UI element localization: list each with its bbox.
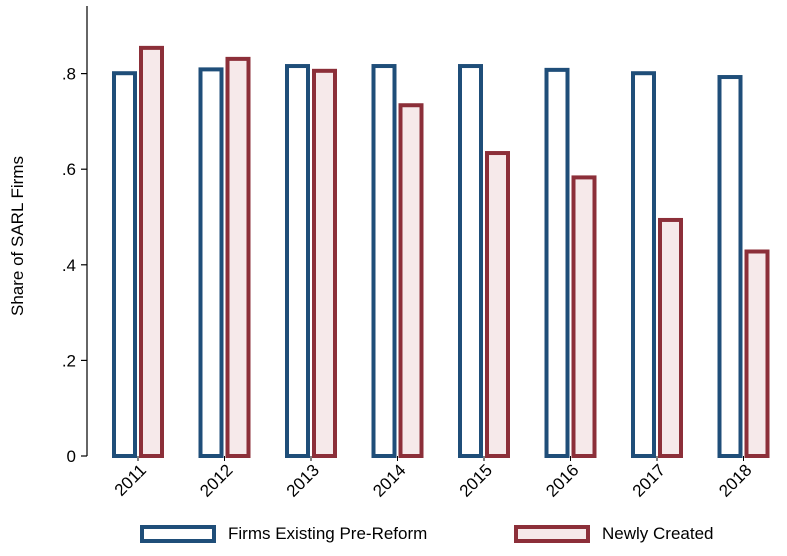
- bar-newly-created-2016: [571, 175, 597, 458]
- y-axis-ticks: 0 .2 .4 .6 .8: [62, 65, 87, 466]
- bar-newly-created-2017: [658, 217, 683, 458]
- y-tick-label: .6: [62, 160, 76, 179]
- bar-pre-reform-2013: [285, 64, 310, 458]
- bar-newly-created-2015: [485, 151, 510, 458]
- x-tick-label-2018: 2018: [715, 461, 755, 501]
- bar-pre-reform-2018: [717, 75, 743, 458]
- bar-pre-reform-2012: [198, 67, 224, 459]
- x-tick-label-2013: 2013: [283, 461, 323, 501]
- bar-pre-reform-2016: [544, 67, 570, 458]
- x-tick-label-2012: 2012: [196, 461, 236, 501]
- bar-newly-created-2011: [139, 45, 164, 458]
- bar-pre-reform-2017: [631, 71, 656, 459]
- bar-newly-created-2012: [225, 56, 251, 459]
- bar-chart: Share of SARL Firms 0.2.4.6.8 2011 2012 20…: [8, 6, 770, 501]
- legend: Firms Existing Pre-Reform Newly Created: [0, 524, 787, 554]
- x-tick-label-2011: 2011: [111, 461, 150, 500]
- x-tick-label-2016: 2016: [542, 461, 582, 501]
- bar-pre-reform-2011: [112, 71, 137, 459]
- bar-pre-reform-2015: [458, 64, 483, 458]
- y-tick-label: .8: [62, 65, 76, 84]
- legend-label-newly-created: Newly Created: [602, 524, 714, 543]
- legend-item-newly-created: Newly Created: [514, 524, 714, 544]
- bar-newly-created-2013: [312, 68, 337, 458]
- legend-item-pre-reform: Firms Existing Pre-Reform: [140, 524, 427, 544]
- legend-swatch-pre-reform: [140, 525, 216, 543]
- x-tick-label-2017: 2017: [629, 461, 669, 501]
- legend-label-pre-reform: Firms Existing Pre-Reform: [228, 524, 428, 543]
- x-axis-ticks: 2011 2012 2013 2014 2015 2016 2017 2018: [111, 456, 755, 501]
- bar-newly-created-2014: [398, 103, 424, 459]
- y-tick-label: .2: [62, 351, 76, 370]
- bars: [112, 45, 770, 459]
- x-tick-label-2015: 2015: [456, 461, 496, 501]
- bar-newly-created-2018: [744, 249, 770, 458]
- y-tick-label: .4: [62, 256, 76, 275]
- legend-swatch-newly-created: [514, 525, 590, 543]
- y-axis-title: Share of SARL Firms: [8, 156, 27, 316]
- y-tick-label: 0: [67, 447, 76, 466]
- x-tick-label-2014: 2014: [369, 461, 409, 501]
- bar-pre-reform-2014: [371, 64, 397, 458]
